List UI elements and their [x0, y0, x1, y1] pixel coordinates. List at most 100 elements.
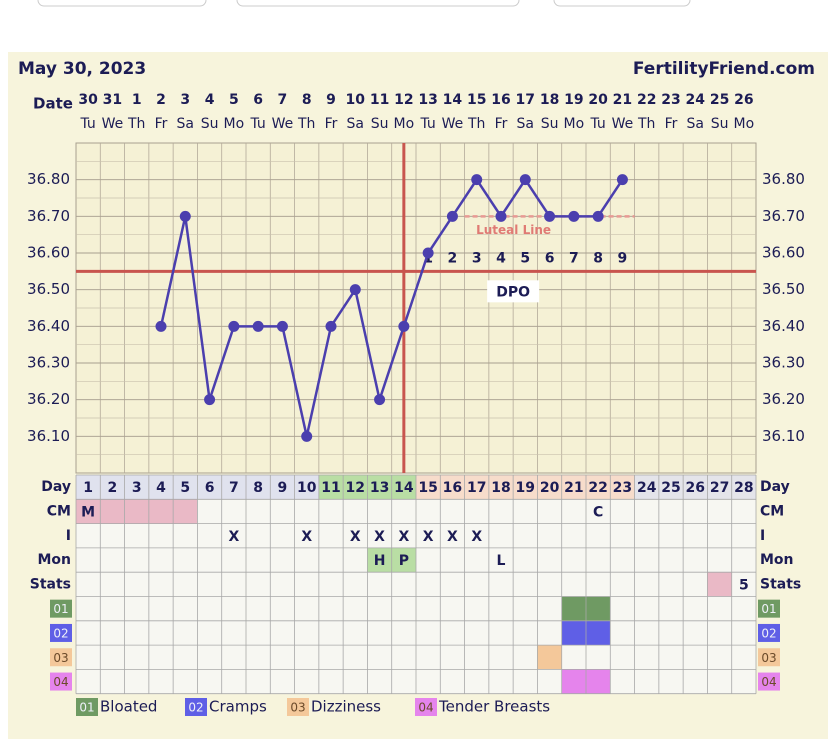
weekday-label: We — [612, 116, 634, 132]
dpo-number: 9 — [618, 250, 628, 266]
legend-box — [185, 698, 207, 716]
day-number: 2 — [108, 480, 118, 496]
date-label: 17 — [516, 92, 535, 108]
date-label: 4 — [205, 92, 215, 108]
symptom-label-box — [50, 672, 72, 691]
date-label: 14 — [443, 92, 463, 108]
weekday-label: Mo — [394, 116, 415, 132]
date-label: 26 — [734, 92, 753, 108]
symptom-label-text: 01 — [53, 602, 68, 616]
symptom-label-right-text: 01 — [761, 602, 776, 616]
legend-name: Tender Breasts — [438, 698, 550, 716]
y-tick-label-right: 36.10 — [762, 427, 805, 445]
y-tick-label: 36.40 — [27, 317, 70, 335]
date-label: 30 — [78, 92, 98, 108]
y-tick-label-right: 36.80 — [762, 170, 805, 188]
temperature-point — [252, 320, 264, 332]
temperature-point — [228, 320, 240, 332]
day-number: 5 — [180, 480, 190, 496]
temperature-point — [398, 320, 410, 332]
legend-box — [287, 698, 309, 716]
symptom-label-right-box — [758, 648, 780, 667]
symptom-cell — [537, 645, 562, 670]
legend-text: 03 — [290, 701, 305, 715]
symptom-label-right-text: 04 — [761, 675, 776, 689]
y-tick-label-right: 36.60 — [762, 244, 805, 262]
symptom-cell — [561, 620, 586, 646]
symptom-cell — [586, 596, 611, 621]
day-number: 26 — [686, 480, 705, 496]
legend-name: Dizziness — [311, 698, 381, 716]
y-tick-label: 36.30 — [27, 354, 70, 372]
weekday-label: Mo — [564, 116, 585, 132]
weekday-label: Mo — [734, 116, 755, 132]
cell-text: H — [374, 553, 386, 569]
dpo-number: 8 — [593, 250, 603, 266]
temperature-point — [592, 210, 604, 222]
day-number: 25 — [661, 480, 680, 496]
day-cell — [634, 475, 659, 500]
day-number: 15 — [418, 480, 437, 496]
row-label-right: CM — [760, 503, 784, 519]
top-button[interactable] — [553, 0, 691, 7]
y-tick-label-right: 36.40 — [762, 317, 805, 335]
row-label-right: Mon — [760, 552, 794, 568]
day-number: 28 — [734, 480, 753, 496]
legend-name: Bloated — [100, 698, 157, 716]
day-cell — [464, 475, 489, 500]
day-number: 10 — [297, 480, 317, 496]
date-label: 31 — [103, 92, 122, 108]
day-number: 3 — [132, 480, 142, 496]
day-number: 21 — [564, 480, 583, 496]
weekday-label: We — [102, 116, 124, 132]
day-cell — [100, 475, 125, 500]
symptom-label-box — [50, 648, 72, 667]
weekday-label: Th — [297, 116, 315, 132]
y-tick-label: 36.20 — [27, 390, 70, 408]
y-tick-label-right: 36.50 — [762, 280, 805, 298]
date-label: 25 — [710, 92, 729, 108]
temperature-point — [374, 394, 386, 406]
row-label: CM — [47, 503, 71, 519]
day-cell — [586, 475, 611, 500]
date-label: 21 — [613, 92, 632, 108]
legend-text: 01 — [79, 701, 94, 715]
weekday-label: Tu — [589, 116, 605, 132]
temperature-point — [616, 174, 628, 186]
y-tick-label: 36.70 — [27, 207, 70, 225]
dpo-label: DPO — [496, 284, 530, 300]
day-number: 18 — [491, 480, 510, 496]
day-number: 9 — [278, 480, 288, 496]
day-cell — [416, 475, 441, 500]
day-cell — [76, 475, 101, 500]
day-cell — [294, 475, 319, 500]
day-number: 11 — [321, 480, 340, 496]
weekday-label: Su — [541, 116, 559, 132]
top-button[interactable] — [37, 0, 207, 7]
temperature-point — [568, 210, 580, 222]
day-cell — [221, 475, 246, 500]
row-label: Stats — [30, 576, 71, 592]
day-cell — [391, 475, 416, 500]
temperature-point — [495, 210, 507, 222]
table-cell — [367, 547, 392, 573]
cell-text: X — [447, 529, 458, 545]
symptom-label-box — [50, 599, 72, 618]
dpo-number: 7 — [569, 250, 579, 266]
day-number: 19 — [516, 480, 535, 496]
day-cell — [173, 475, 198, 500]
top-button[interactable] — [236, 0, 520, 7]
date-label: 9 — [326, 92, 336, 108]
y-tick-label-right: 36.30 — [762, 354, 805, 372]
table-cell — [148, 499, 174, 524]
y-tick-label: 36.10 — [27, 427, 70, 445]
y-tick-label: 36.50 — [27, 280, 70, 298]
cell-text: X — [374, 529, 385, 545]
source: FertilityFriend.com — [633, 59, 815, 79]
weekday-label: Su — [201, 116, 219, 132]
luteal-label: Luteal Line — [476, 223, 551, 237]
dpo-box — [487, 280, 540, 303]
symptom-label-right-box — [758, 623, 780, 642]
